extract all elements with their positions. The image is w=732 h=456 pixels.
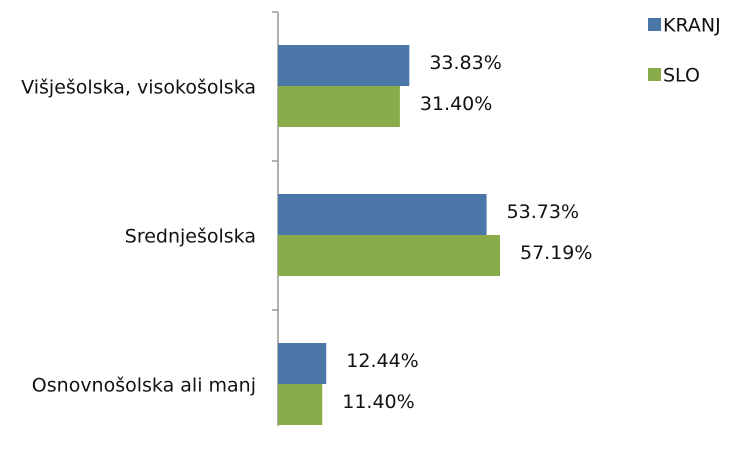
bar: [278, 194, 487, 235]
legend-label: KRANJ: [663, 15, 721, 37]
bar: [278, 384, 323, 425]
category-label: Višješolska, visokošolska: [21, 77, 256, 99]
value-label: 53.73%: [507, 201, 579, 223]
value-label: 31.40%: [420, 93, 492, 115]
legend-swatch: [648, 68, 661, 81]
bar: [278, 235, 500, 276]
bar: [278, 343, 327, 384]
value-label: 12.44%: [346, 350, 418, 372]
legend-label: SLO: [663, 65, 700, 87]
legend-swatch: [648, 18, 661, 31]
category-label: Osnovnošolska ali manj: [32, 375, 256, 397]
value-label: 33.83%: [429, 52, 501, 74]
bar: [278, 86, 400, 127]
value-label: 11.40%: [342, 391, 414, 413]
category-label: Srednješolska: [125, 226, 256, 248]
value-label: 57.19%: [520, 242, 592, 264]
bar: [278, 45, 410, 86]
